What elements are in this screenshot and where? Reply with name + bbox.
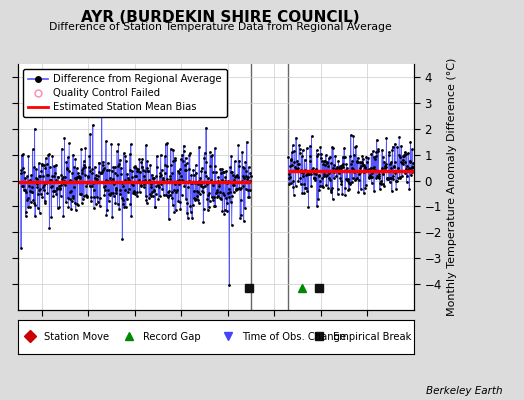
Text: Empirical Break: Empirical Break xyxy=(333,332,411,342)
Text: Difference of Station Temperature Data from Regional Average: Difference of Station Temperature Data f… xyxy=(49,22,391,32)
Y-axis label: Monthly Temperature Anomaly Difference (°C): Monthly Temperature Anomaly Difference (… xyxy=(447,58,457,316)
Text: Berkeley Earth: Berkeley Earth xyxy=(427,386,503,396)
Text: Record Gap: Record Gap xyxy=(143,332,201,342)
Text: Time of Obs. Change: Time of Obs. Change xyxy=(242,332,346,342)
Text: Station Move: Station Move xyxy=(44,332,109,342)
Legend: Difference from Regional Average, Quality Control Failed, Estimated Station Mean: Difference from Regional Average, Qualit… xyxy=(24,69,227,117)
Text: AYR (BURDEKIN SHIRE COUNCIL): AYR (BURDEKIN SHIRE COUNCIL) xyxy=(81,10,359,25)
